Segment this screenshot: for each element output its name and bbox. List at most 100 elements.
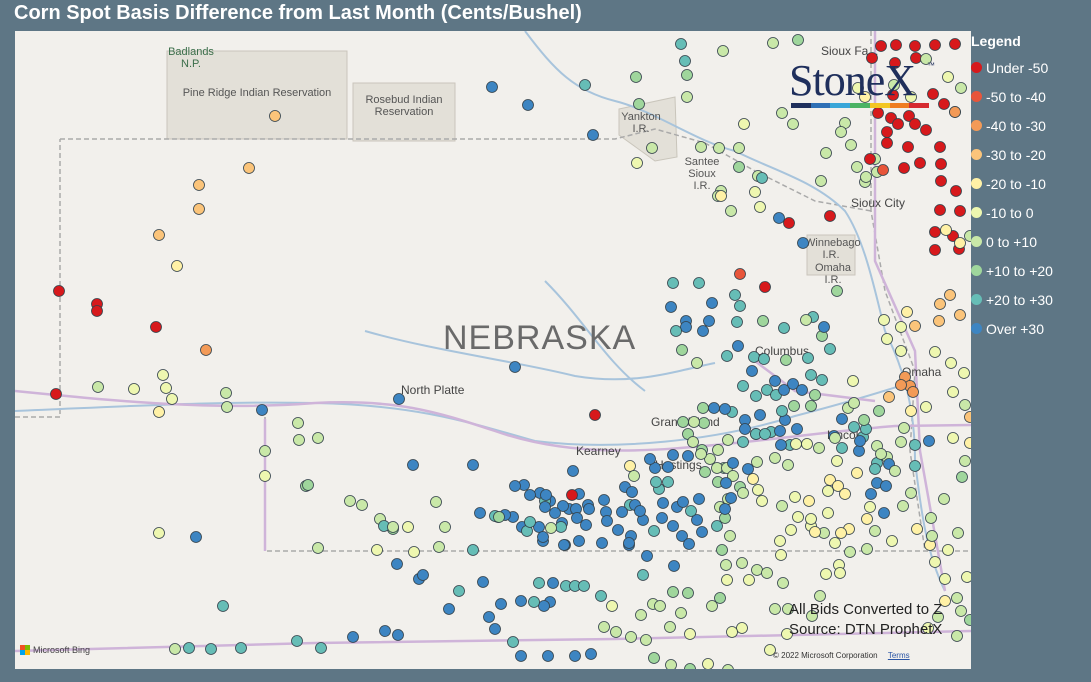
basis-point[interactable] xyxy=(935,175,947,187)
basis-point[interactable] xyxy=(91,305,103,317)
basis-point[interactable] xyxy=(775,549,787,561)
basis-point[interactable] xyxy=(954,237,966,249)
basis-point[interactable] xyxy=(667,277,679,289)
basis-point[interactable] xyxy=(952,527,964,539)
basis-point[interactable] xyxy=(775,439,787,451)
basis-point[interactable] xyxy=(634,505,646,517)
basis-point[interactable] xyxy=(920,124,932,136)
basis-point[interactable] xyxy=(800,314,812,326)
basis-point[interactable] xyxy=(802,352,814,364)
basis-point[interactable] xyxy=(708,402,720,414)
basis-point[interactable] xyxy=(681,91,693,103)
basis-point[interactable] xyxy=(713,142,725,154)
basis-point[interactable] xyxy=(720,559,732,571)
basis-point[interactable] xyxy=(925,512,937,524)
basis-point[interactable] xyxy=(959,399,971,411)
basis-point[interactable] xyxy=(495,598,507,610)
basis-point[interactable] xyxy=(733,161,745,173)
basis-point[interactable] xyxy=(648,652,660,664)
basis-point[interactable] xyxy=(193,203,205,215)
basis-point[interactable] xyxy=(822,485,834,497)
basis-point[interactable] xyxy=(796,384,808,396)
basis-point[interactable] xyxy=(687,436,699,448)
basis-point[interactable] xyxy=(549,507,561,519)
basis-point[interactable] xyxy=(852,82,864,94)
basis-point[interactable] xyxy=(929,244,941,256)
basis-point[interactable] xyxy=(820,568,832,580)
basis-point[interactable] xyxy=(693,277,705,289)
basis-point[interactable] xyxy=(128,383,140,395)
basis-point[interactable] xyxy=(53,285,65,297)
basis-point[interactable] xyxy=(954,309,966,321)
basis-point[interactable] xyxy=(724,530,736,542)
basis-point[interactable] xyxy=(667,586,679,598)
basis-point[interactable] xyxy=(677,496,689,508)
basis-point[interactable] xyxy=(183,642,195,654)
basis-point[interactable] xyxy=(860,171,872,183)
basis-point[interactable] xyxy=(938,98,950,110)
basis-point[interactable] xyxy=(788,400,800,412)
basis-point[interactable] xyxy=(616,506,628,518)
basis-point[interactable] xyxy=(685,505,697,517)
basis-point[interactable] xyxy=(160,382,172,394)
basis-point[interactable] xyxy=(719,403,731,415)
basis-point[interactable] xyxy=(153,527,165,539)
basis-point[interactable] xyxy=(537,531,549,543)
basis-point[interactable] xyxy=(920,53,932,65)
basis-point[interactable] xyxy=(716,544,728,556)
basis-point[interactable] xyxy=(866,52,878,64)
basis-point[interactable] xyxy=(909,40,921,52)
basis-point[interactable] xyxy=(743,574,755,586)
basis-point[interactable] xyxy=(820,147,832,159)
basis-point[interactable] xyxy=(835,527,847,539)
basis-point[interactable] xyxy=(781,628,793,640)
basis-point[interactable] xyxy=(612,524,624,536)
basis-point[interactable] xyxy=(805,369,817,381)
basis-point[interactable] xyxy=(905,405,917,417)
basis-point[interactable] xyxy=(845,139,857,151)
basis-point[interactable] xyxy=(684,663,696,670)
basis-point[interactable] xyxy=(293,434,305,446)
basis-point[interactable] xyxy=(878,314,890,326)
basis-point[interactable] xyxy=(727,457,739,469)
basis-point[interactable] xyxy=(417,569,429,581)
basis-point[interactable] xyxy=(822,507,834,519)
bing-attribution[interactable]: Microsoft Bing xyxy=(20,645,90,655)
basis-point[interactable] xyxy=(791,423,803,435)
basis-point[interactable] xyxy=(190,531,202,543)
basis-point[interactable] xyxy=(477,576,489,588)
basis-point[interactable] xyxy=(720,477,732,489)
basis-point[interactable] xyxy=(933,315,945,327)
basis-point[interactable] xyxy=(897,500,909,512)
basis-point[interactable] xyxy=(949,38,961,50)
basis-point[interactable] xyxy=(696,526,708,538)
basis-point[interactable] xyxy=(193,179,205,191)
basis-point[interactable] xyxy=(467,544,479,556)
basis-point[interactable] xyxy=(539,501,551,513)
basis-point[interactable] xyxy=(726,626,738,638)
basis-point[interactable] xyxy=(453,585,465,597)
basis-point[interactable] xyxy=(905,487,917,499)
basis-point[interactable] xyxy=(898,162,910,174)
basis-point[interactable] xyxy=(940,224,952,236)
basis-point[interactable] xyxy=(624,460,636,472)
basis-point[interactable] xyxy=(955,605,967,617)
basis-point[interactable] xyxy=(483,611,495,623)
basis-point[interactable] xyxy=(778,322,790,334)
basis-point[interactable] xyxy=(649,462,661,474)
basis-point[interactable] xyxy=(964,437,972,449)
basis-point[interactable] xyxy=(769,375,781,387)
basis-point[interactable] xyxy=(656,512,668,524)
basis-point[interactable] xyxy=(302,479,314,491)
basis-point[interactable] xyxy=(727,470,739,482)
basis-point[interactable] xyxy=(698,417,710,429)
basis-point[interactable] xyxy=(759,428,771,440)
basis-point[interactable] xyxy=(813,442,825,454)
basis-point[interactable] xyxy=(748,351,760,363)
basis-point[interactable] xyxy=(736,622,748,634)
basis-point[interactable] xyxy=(695,141,707,153)
basis-point[interactable] xyxy=(769,603,781,615)
basis-point[interactable] xyxy=(738,118,750,130)
basis-point[interactable] xyxy=(803,495,815,507)
basis-point[interactable] xyxy=(408,546,420,558)
